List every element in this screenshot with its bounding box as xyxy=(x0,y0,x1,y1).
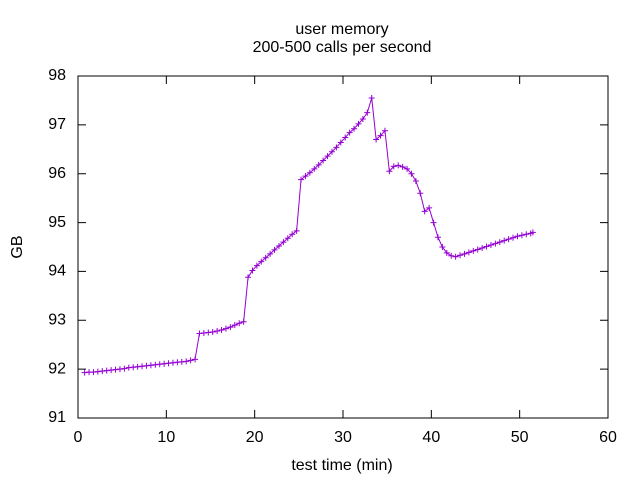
data-point xyxy=(231,322,238,329)
data-point xyxy=(412,178,419,185)
data-point xyxy=(258,258,265,265)
data-point xyxy=(381,127,388,134)
data-point xyxy=(315,161,322,168)
data-point xyxy=(227,324,234,331)
x-tick-label: 10 xyxy=(157,429,175,446)
data-point xyxy=(434,234,441,241)
x-axis-label: test time (min) xyxy=(291,457,392,474)
data-point xyxy=(377,132,384,139)
data-point xyxy=(284,235,291,242)
data-line xyxy=(84,97,534,374)
y-tick-label: 96 xyxy=(48,165,66,182)
data-point xyxy=(529,229,536,236)
data-point xyxy=(505,236,512,243)
data-point xyxy=(293,227,300,234)
data-point xyxy=(275,243,282,250)
data-point xyxy=(289,231,296,238)
data-point xyxy=(390,163,397,170)
data-point xyxy=(333,144,340,151)
data-point xyxy=(214,328,221,335)
y-tick-label: 95 xyxy=(48,214,66,231)
data-point xyxy=(298,176,305,183)
data-point xyxy=(183,358,190,365)
data-point xyxy=(359,115,366,122)
chart-title: user memory xyxy=(295,21,388,38)
chart-subtitle: 200-500 calls per second xyxy=(253,39,432,56)
data-point xyxy=(426,204,433,211)
data-point xyxy=(209,329,216,336)
data-point xyxy=(373,136,380,143)
data-point xyxy=(439,244,446,250)
data-point xyxy=(443,249,450,256)
data-point xyxy=(245,274,252,281)
data-point xyxy=(470,247,477,254)
data-point xyxy=(496,239,503,246)
data-point xyxy=(249,267,256,274)
data-point xyxy=(267,250,274,257)
data-point xyxy=(355,120,362,127)
data-point xyxy=(324,153,331,160)
data-point xyxy=(417,190,424,197)
data-point xyxy=(240,318,247,325)
data-point xyxy=(523,231,530,238)
data-point xyxy=(218,327,225,334)
data-point xyxy=(121,365,128,372)
data-point xyxy=(465,249,472,256)
data-point xyxy=(492,240,499,247)
data-point xyxy=(253,262,260,269)
x-tick-label: 60 xyxy=(599,429,617,446)
x-tick-label: 0 xyxy=(74,429,83,446)
data-point xyxy=(280,239,287,246)
y-tick-label: 92 xyxy=(48,360,66,377)
x-tick-label: 20 xyxy=(246,429,264,446)
data-point xyxy=(346,129,353,136)
data-point xyxy=(262,254,269,261)
data-point xyxy=(236,320,243,327)
data-point xyxy=(302,173,309,180)
data-point xyxy=(368,94,375,101)
data-point xyxy=(421,208,428,215)
data-point xyxy=(501,237,508,244)
data-point xyxy=(399,163,406,170)
data-point xyxy=(404,165,411,172)
x-tick-label: 30 xyxy=(334,429,352,446)
data-point xyxy=(320,157,327,164)
data-point xyxy=(364,109,371,116)
data-point xyxy=(192,356,199,363)
data-point xyxy=(386,168,393,175)
data-point xyxy=(306,169,313,176)
data-point xyxy=(342,134,349,141)
data-point xyxy=(311,165,318,172)
data-point xyxy=(351,125,358,132)
data-point xyxy=(408,170,415,177)
plot-border xyxy=(77,75,609,419)
data-point xyxy=(483,243,490,250)
data-point xyxy=(461,250,468,257)
data-point xyxy=(518,232,525,239)
data-point xyxy=(187,357,194,364)
data-point xyxy=(510,234,517,241)
data-point xyxy=(395,162,402,169)
y-tick-label: 91 xyxy=(48,409,66,426)
data-point xyxy=(222,325,229,332)
data-point xyxy=(271,246,278,253)
y-axis-label: GB xyxy=(9,235,26,258)
x-tick-label: 40 xyxy=(422,429,440,446)
y-tick-label: 94 xyxy=(48,263,66,280)
y-tick-label: 97 xyxy=(48,116,66,133)
data-point xyxy=(487,242,494,249)
data-point xyxy=(474,246,481,253)
y-tick-label: 93 xyxy=(48,312,66,329)
data-point xyxy=(430,219,437,226)
data-point xyxy=(337,139,344,146)
y-tick-label: 98 xyxy=(48,67,66,84)
data-point xyxy=(457,252,464,259)
data-point xyxy=(479,244,486,251)
x-tick-label: 50 xyxy=(511,429,529,446)
data-point xyxy=(514,233,521,240)
data-point xyxy=(452,253,459,260)
data-point xyxy=(328,148,335,155)
data-point xyxy=(448,252,455,259)
